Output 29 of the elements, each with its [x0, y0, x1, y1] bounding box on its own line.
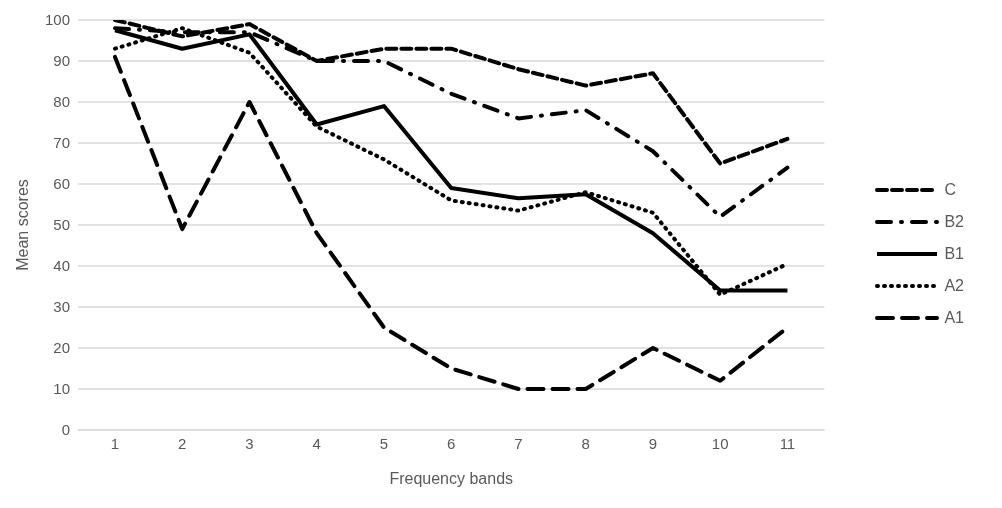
y-tick-label: 70	[53, 134, 70, 152]
y-tick-label: 100	[44, 11, 70, 29]
y-tick-label: 60	[53, 175, 70, 193]
y-tick-label: 80	[53, 93, 70, 111]
legend-label: B1	[944, 245, 964, 263]
x-tick-label: 8	[581, 434, 590, 452]
x-tick-label: 6	[447, 434, 456, 452]
y-axis-title: Mean scores	[13, 179, 31, 271]
x-tick-label: 3	[245, 434, 254, 452]
legend-label: A2	[944, 277, 964, 295]
x-tick-label: 1	[110, 434, 120, 452]
x-tick-label: 2	[178, 434, 187, 452]
y-tick-label: 90	[53, 52, 70, 70]
x-tick-label: 4	[312, 434, 321, 452]
legend-label: C	[944, 181, 956, 199]
y-tick-label: 30	[53, 298, 70, 316]
y-tick-label: 20	[53, 339, 70, 357]
x-tick-label: 11	[779, 434, 796, 452]
y-tick-label: 10	[53, 380, 70, 398]
x-tick-label: 9	[648, 434, 658, 452]
x-axis-title: Frequency bands	[389, 470, 514, 487]
x-tick-label: 7	[514, 434, 523, 452]
y-tick-label: 0	[61, 421, 70, 439]
legend-label: B2	[944, 213, 964, 231]
y-tick-label: 50	[53, 216, 70, 234]
legend-label: A1	[944, 309, 964, 327]
y-tick-label: 40	[53, 257, 70, 275]
x-tick-label: 5	[379, 434, 389, 452]
x-tick-label: 10	[711, 434, 729, 452]
